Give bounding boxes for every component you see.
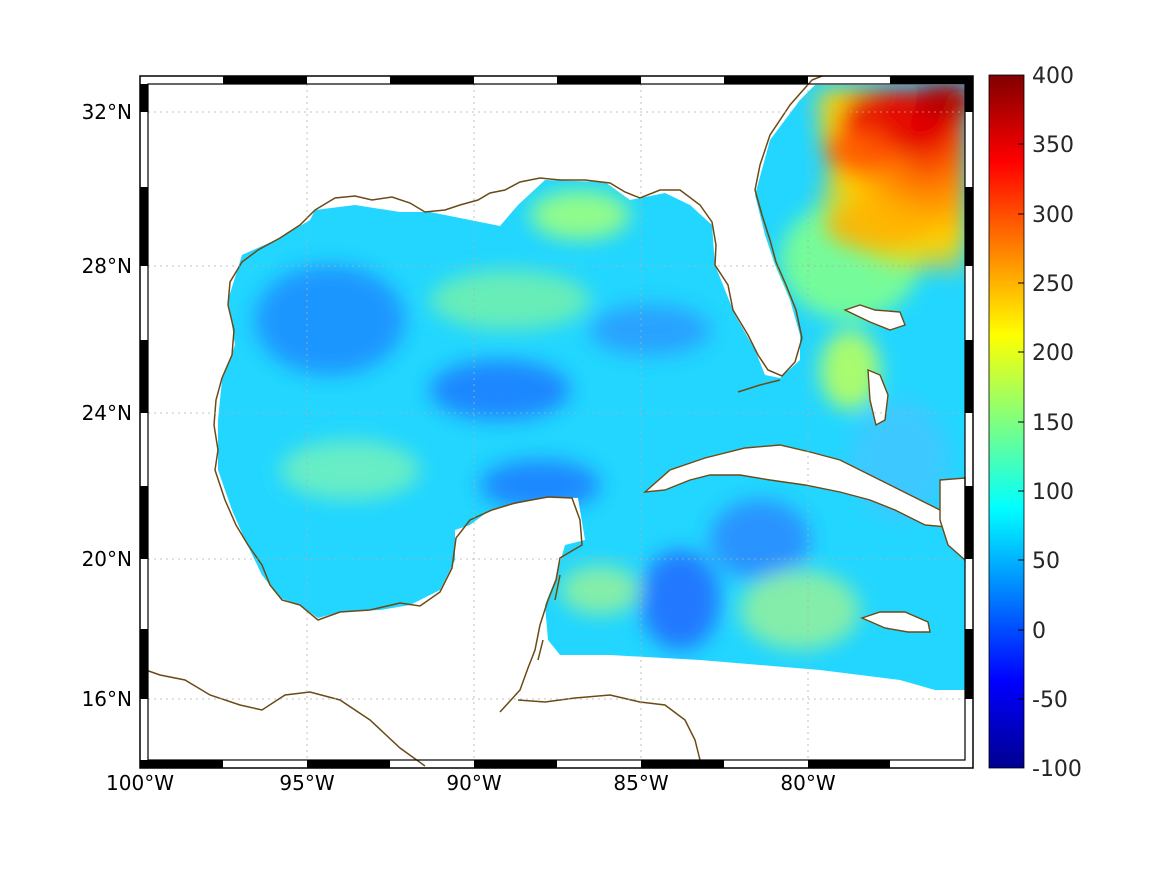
bahamas-abaco bbox=[843, 304, 906, 331]
y-tick-label: 24°N bbox=[82, 401, 132, 425]
hispaniola bbox=[939, 477, 966, 562]
yucatan-islands bbox=[537, 574, 561, 661]
x-tick-label: 100°W bbox=[106, 771, 174, 795]
florida-keys bbox=[737, 379, 781, 393]
y-tick-label: 16°N bbox=[82, 687, 132, 711]
land-masses bbox=[642, 304, 966, 633]
colorbar-tick-label: 250 bbox=[1032, 272, 1074, 297]
colorbar-tick-label: 300 bbox=[1032, 203, 1074, 228]
x-tick-label: 80°W bbox=[780, 771, 835, 795]
y-tick-label: 32°N bbox=[82, 100, 132, 124]
graticule bbox=[148, 84, 965, 760]
y-tick-label: 20°N bbox=[82, 547, 132, 571]
us-gulf-coastline bbox=[314, 75, 823, 377]
x-tick-label: 85°W bbox=[613, 771, 668, 795]
map-frame bbox=[139, 75, 974, 769]
honduras-coastline bbox=[517, 694, 701, 761]
colorbar-tick-label: 100 bbox=[1032, 480, 1074, 505]
colorbar-tick-label: 200 bbox=[1032, 341, 1074, 366]
colorbar-tick-label: 50 bbox=[1032, 549, 1060, 574]
y-tick-labels: 32°N 28°N 24°N 20°N 16°N bbox=[82, 100, 132, 711]
colorbar-tick-label: 350 bbox=[1032, 133, 1074, 158]
colorbar-tick-label: -50 bbox=[1032, 688, 1068, 713]
x-tick-labels: 100°W 95°W 90°W 85°W 80°W bbox=[106, 771, 836, 795]
colorbar-tick-label: 150 bbox=[1032, 411, 1074, 436]
central-america-coastline bbox=[139, 667, 426, 767]
x-tick-label: 95°W bbox=[279, 771, 334, 795]
bahamas-andros bbox=[867, 368, 889, 427]
x-tick-label: 90°W bbox=[446, 771, 501, 795]
colorbar: 400 350 300 250 200 150 100 50 0 -50 -10… bbox=[988, 64, 1082, 782]
colorbar-tick-label: 0 bbox=[1032, 619, 1046, 644]
y-tick-label: 28°N bbox=[82, 254, 132, 278]
coastlines bbox=[139, 75, 823, 767]
jamaica bbox=[860, 611, 931, 633]
mexico-coastline bbox=[213, 209, 583, 713]
colorbar-tick-label: -100 bbox=[1032, 757, 1082, 782]
colorbar-tick-label: 400 bbox=[1032, 64, 1074, 89]
